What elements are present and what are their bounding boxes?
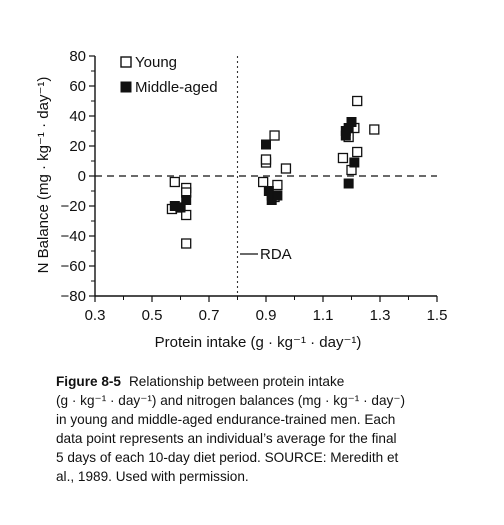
data-point-young — [269, 130, 280, 141]
y-axis-label: N Balance (mg · kg⁻¹ · day⁻¹) — [35, 77, 52, 274]
x-axis-label: Protein intake (g · kg⁻¹ · day⁻¹) — [155, 334, 362, 351]
figure-label: Figure 8-5 — [56, 374, 121, 389]
x-tick-label: 1.3 — [370, 307, 391, 324]
y-tick-label: −40 — [61, 228, 86, 245]
data-point-middle-aged — [346, 117, 357, 127]
data-point-young — [337, 152, 349, 164]
data-point-middle-aged — [349, 157, 360, 168]
x-tick-label: 1.1 — [313, 307, 334, 324]
data-point-middle-aged — [181, 195, 192, 205]
caption-line-4: data point represents an individual’s av… — [56, 431, 397, 446]
data-point-young — [352, 146, 363, 158]
y-tick-label: 80 — [69, 48, 86, 65]
data-point-young — [280, 163, 292, 174]
y-axis-ticks: 80 60 40 20 0 −20 −40 −60 −80 — [61, 48, 95, 305]
y-tick-label: 20 — [69, 138, 86, 155]
scatter-chart: 0.3 0.5 0.7 0.9 1.1 1.3 1.5 80 60 40 20 0 −20 −40 −60… — [35, 48, 448, 351]
data-points — [166, 95, 380, 249]
caption-line-5: 5 days of each 10-day diet period. SOURC… — [56, 450, 399, 465]
y-tick-label: −20 — [61, 198, 86, 215]
legend: Young Middle-aged — [120, 54, 218, 96]
reference-lines — [95, 56, 437, 296]
data-point-young — [257, 176, 269, 188]
data-point-young — [181, 209, 192, 221]
caption-text-1: Relationship between protein intake — [128, 374, 345, 389]
x-tick-label: 1.5 — [427, 307, 448, 324]
y-tick-label: 60 — [69, 78, 86, 95]
y-tick-label: 0 — [78, 168, 86, 185]
rda-label: RDA — [260, 246, 292, 263]
caption-line-3: in young and middle-aged endurance-train… — [56, 412, 396, 427]
x-tick-label: 0.3 — [85, 307, 106, 324]
legend-label-young: Young — [135, 54, 177, 71]
data-point-young — [272, 179, 283, 191]
data-point-middle-aged — [343, 178, 354, 189]
y-tick-label: −80 — [61, 288, 86, 305]
legend-marker-young — [120, 56, 132, 68]
data-point-young — [352, 95, 363, 107]
y-tick-label: −60 — [61, 258, 86, 275]
legend-label-middle-aged: Middle-aged — [135, 79, 218, 96]
x-tick-label: 0.9 — [256, 307, 277, 324]
x-tick-label: 0.5 — [142, 307, 163, 324]
data-point-young — [181, 238, 192, 249]
y-tick-label: 40 — [69, 108, 86, 125]
caption-line-2: (g · kg⁻¹ · day⁻¹) and nitrogen balances… — [56, 393, 406, 408]
legend-marker-middle-aged — [120, 81, 132, 93]
data-point-young — [169, 176, 180, 188]
x-axis-ticks: 0.3 0.5 0.7 0.9 1.1 1.3 1.5 — [85, 296, 448, 324]
caption-line-1: Figure 8-5 Relationship between protein i… — [56, 372, 486, 391]
caption-line-6: al., 1989. Used with permission. — [56, 469, 249, 484]
data-point-middle-aged — [261, 139, 271, 150]
x-tick-label: 0.7 — [199, 307, 220, 324]
data-point-young — [369, 124, 380, 135]
data-point-young — [260, 154, 272, 165]
data-point-middle-aged — [175, 202, 186, 213]
figure-caption: Figure 8-5 Relationship between protein i… — [56, 372, 486, 486]
data-point-middle-aged — [272, 190, 283, 201]
